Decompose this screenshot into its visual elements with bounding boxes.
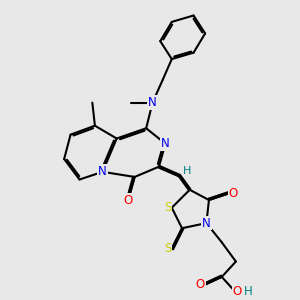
Text: O: O [196, 278, 205, 291]
Text: N: N [202, 217, 211, 230]
Text: S: S [164, 201, 172, 214]
Text: H: H [244, 284, 252, 298]
Text: H: H [183, 166, 191, 176]
Text: O: O [232, 284, 242, 298]
Text: O: O [229, 187, 238, 200]
Text: N: N [148, 96, 157, 109]
Text: N: N [161, 137, 170, 150]
Text: S: S [164, 242, 172, 255]
Text: O: O [124, 194, 133, 206]
Text: N: N [98, 165, 107, 178]
